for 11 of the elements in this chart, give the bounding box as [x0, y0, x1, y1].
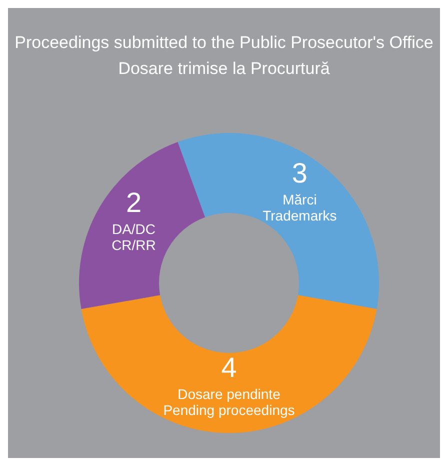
donut-slice	[79, 142, 206, 310]
slice-label: DA/DC CR/RR	[112, 221, 156, 253]
slice-label: Mărci Trademarks	[262, 192, 337, 224]
slice-label: Dosare pendinte Pending proceedings	[163, 386, 295, 418]
text: Dosare trimise la Procurtură	[118, 59, 330, 78]
donut-slice	[178, 133, 379, 310]
text: Proceedings submitted to the Public Prosecutor's Office	[14, 33, 434, 52]
data-label: 3	[292, 158, 308, 189]
data-label: 2	[126, 187, 142, 218]
data-label: 4	[221, 352, 237, 383]
donut-slice	[81, 295, 377, 433]
